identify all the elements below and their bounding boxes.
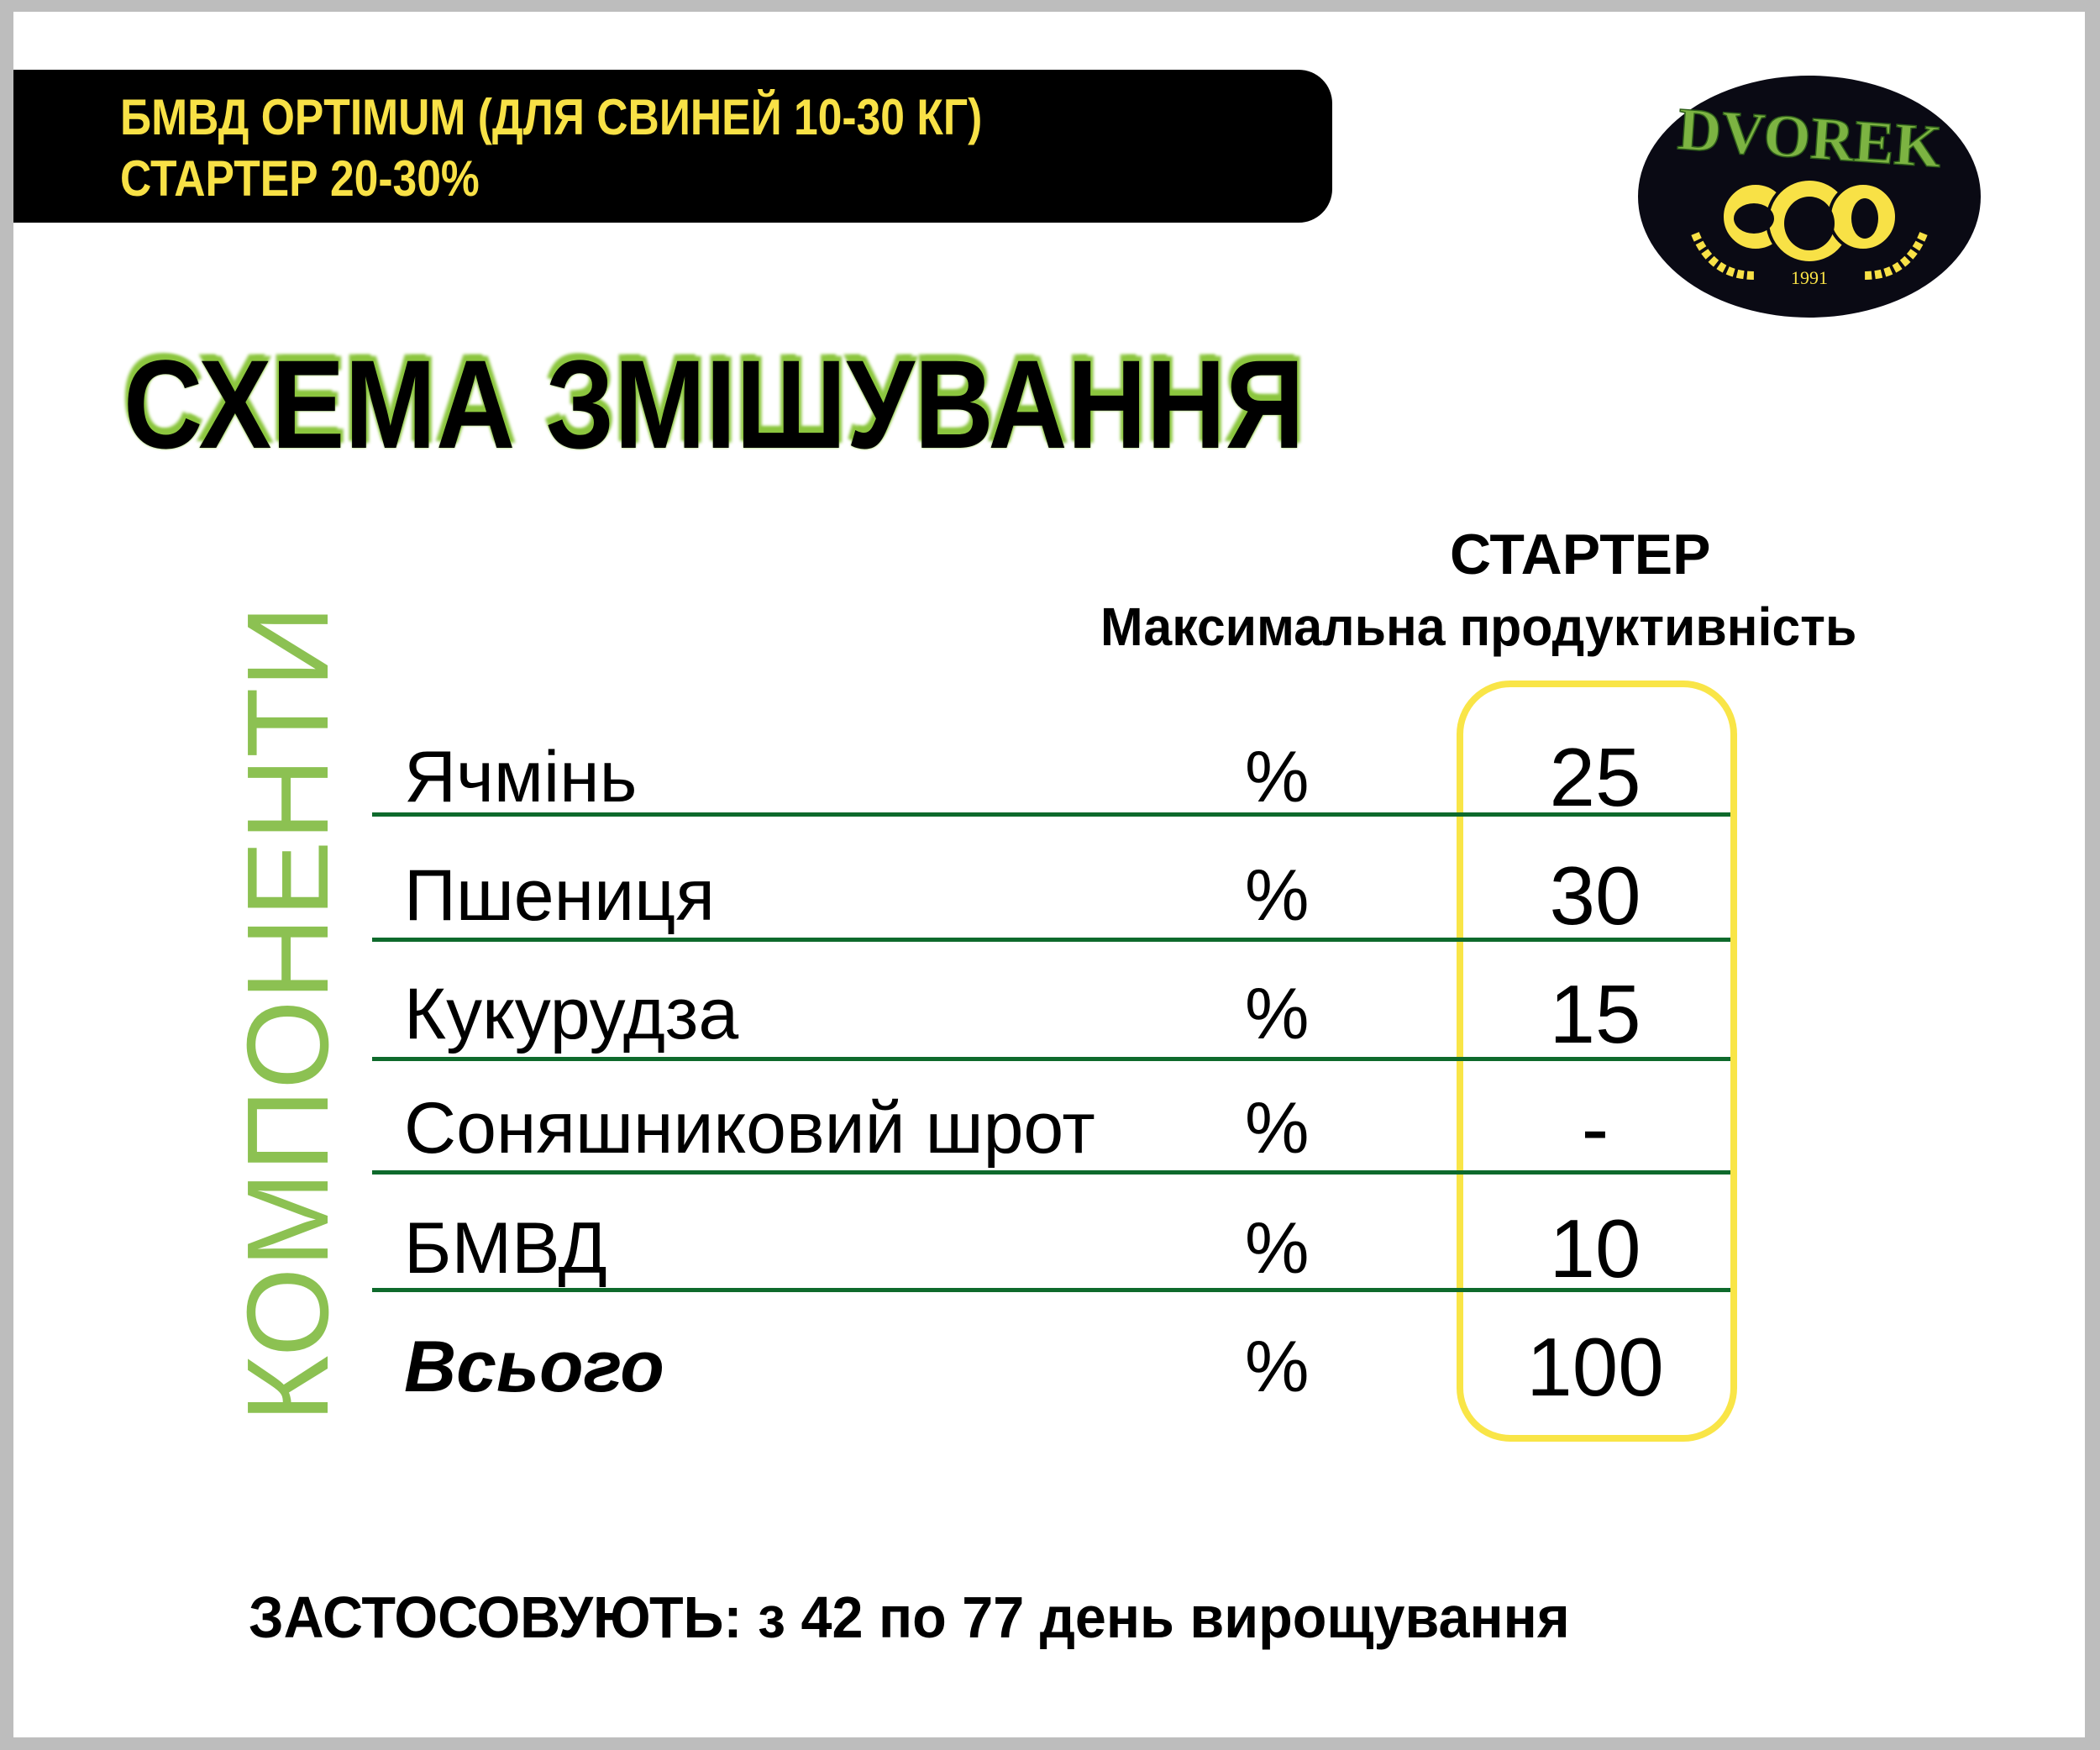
- row-name: Пшениця: [404, 855, 715, 936]
- page: БМВД OPTIMUM (ДЛЯ СВИНЕЙ 10-30 КГ) СТАРТ…: [13, 12, 2085, 1737]
- row-value: 10: [1549, 1202, 1641, 1295]
- usage-label: ЗАСТОСОВУЮТЬ:: [249, 1584, 743, 1650]
- row-name: БМВД: [404, 1208, 607, 1289]
- row-unit: %: [1245, 1327, 1310, 1407]
- column-header-subtitle: Максимальна продуктивність: [1100, 596, 1857, 657]
- row-name: Кукурудза: [404, 974, 739, 1054]
- row-name: Соняшниковий шрот: [404, 1088, 1095, 1169]
- banner-line-1: БМВД OPTIMUM (ДЛЯ СВИНЕЙ 10-30 КГ): [120, 89, 983, 145]
- row-name: Ячмінь: [404, 737, 638, 817]
- page-title: СХЕМА ЗМІШУВАННЯ: [123, 334, 1305, 475]
- row-value: 15: [1549, 968, 1641, 1060]
- row-divider: [372, 1170, 1730, 1175]
- row-unit: %: [1245, 737, 1310, 817]
- row-divider: [372, 812, 1730, 817]
- row-unit: %: [1245, 1088, 1310, 1169]
- row-divider: [372, 1057, 1730, 1061]
- row-divider: [372, 938, 1730, 942]
- highlight-column-frame: [1457, 681, 1737, 1442]
- row-unit: %: [1245, 974, 1310, 1054]
- banner-line-2: СТАРТЕР 20-30%: [120, 150, 480, 207]
- row-name: Всього: [404, 1327, 664, 1407]
- dvorek-logo: DVOREK 1991: [1638, 76, 1981, 318]
- row-value: 100: [1526, 1321, 1664, 1413]
- row-value: 30: [1549, 849, 1641, 942]
- usage-text: з 42 по 77 день вирощування: [742, 1584, 1570, 1650]
- row-unit: %: [1245, 1208, 1310, 1289]
- usage-note: ЗАСТОСОВУЮТЬ: з 42 по 77 день вирощуванн…: [249, 1588, 1570, 1647]
- row-divider: [372, 1288, 1730, 1292]
- row-value: -: [1581, 1082, 1609, 1175]
- column-header-title: СТАРТЕР: [1450, 523, 1711, 586]
- row-value: 25: [1549, 731, 1641, 823]
- svg-text:1991: 1991: [1791, 267, 1828, 288]
- header-banner: БМВД OPTIMUM (ДЛЯ СВИНЕЙ 10-30 КГ) СТАРТ…: [13, 70, 1332, 223]
- row-unit: %: [1245, 855, 1310, 936]
- side-label-components: КОМПОНЕНТИ: [223, 605, 353, 1422]
